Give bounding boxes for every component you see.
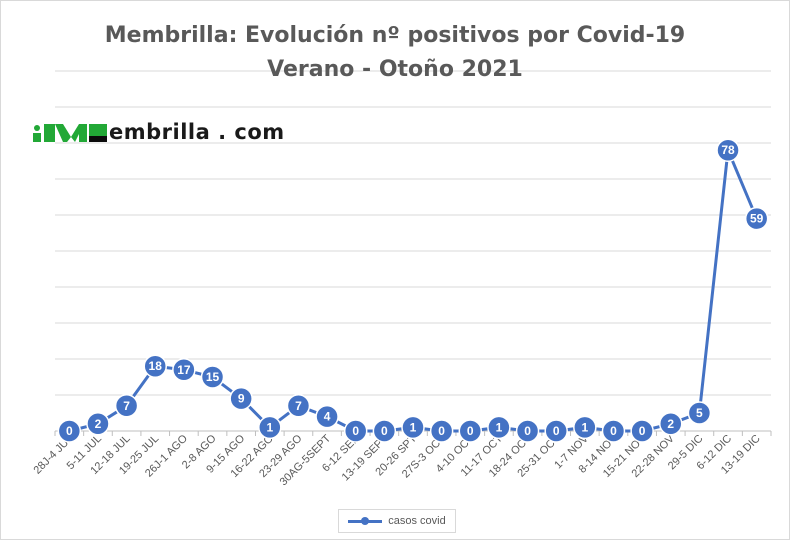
- data-label: 0: [66, 424, 73, 438]
- data-label: 1: [266, 420, 273, 434]
- chart-title: Membrilla: Evolución nº positivos por Co…: [104, 23, 686, 48]
- chart-title-block: Membrilla: Evolución nº positivos por Co…: [1, 19, 789, 87]
- data-label: 7: [123, 399, 130, 413]
- data-point: [458, 419, 483, 443]
- data-label: 2: [95, 417, 102, 431]
- data-label: 0: [610, 424, 617, 438]
- logo-text: embrilla . com: [109, 120, 285, 144]
- data-point: [315, 404, 339, 429]
- data-label: 9: [238, 392, 245, 406]
- legend-swatch: [348, 515, 383, 527]
- series-line: [68, 148, 759, 433]
- data-point: [515, 419, 540, 443]
- data-label: 0: [467, 424, 474, 438]
- data-label: 1: [496, 420, 503, 434]
- data-point: [114, 394, 139, 418]
- data-point: [573, 415, 597, 440]
- legend-label: casos covid: [388, 515, 446, 527]
- legend: casos covid: [338, 509, 456, 533]
- data-label: 1: [581, 420, 588, 434]
- data-point: [687, 401, 712, 425]
- data-label: 4: [324, 410, 331, 424]
- site-logo: embrilla . com: [33, 115, 285, 149]
- data-label: 5: [696, 406, 703, 420]
- data-label: 78: [721, 143, 735, 157]
- data-label: 2: [667, 417, 674, 431]
- data-point: [544, 419, 568, 443]
- data-point: [57, 419, 82, 443]
- membrilla-m-logo-icon: [33, 124, 107, 142]
- data-point: [143, 354, 167, 378]
- data-point: [401, 415, 425, 440]
- data-label: 59: [750, 212, 764, 226]
- data-label: 0: [524, 424, 531, 438]
- data-label: 0: [639, 424, 646, 438]
- data-point: [86, 412, 110, 436]
- data-point: [258, 415, 282, 440]
- data-label: 1: [410, 420, 417, 434]
- data-label: 0: [381, 424, 388, 438]
- data-label: 7: [295, 399, 302, 413]
- data-point: [659, 412, 683, 436]
- data-point: [172, 358, 196, 382]
- data-label: 18: [149, 359, 163, 373]
- data-point: [716, 138, 740, 162]
- data-point: [630, 419, 654, 443]
- data-point: [229, 386, 253, 411]
- data-label: 0: [553, 424, 560, 438]
- data-label: 17: [177, 363, 191, 377]
- data-point: [343, 419, 368, 443]
- data-point: [744, 206, 769, 231]
- data-label: 0: [438, 424, 445, 438]
- data-point: [372, 419, 397, 443]
- data-point: [200, 365, 225, 389]
- chart-subtitle: Verano - Otoño 2021: [267, 57, 523, 82]
- data-label: 15: [206, 370, 220, 384]
- data-point: [601, 419, 626, 443]
- data-point: [429, 419, 454, 443]
- data-label: 0: [352, 424, 359, 438]
- data-point: [286, 394, 311, 418]
- data-point: [487, 415, 511, 440]
